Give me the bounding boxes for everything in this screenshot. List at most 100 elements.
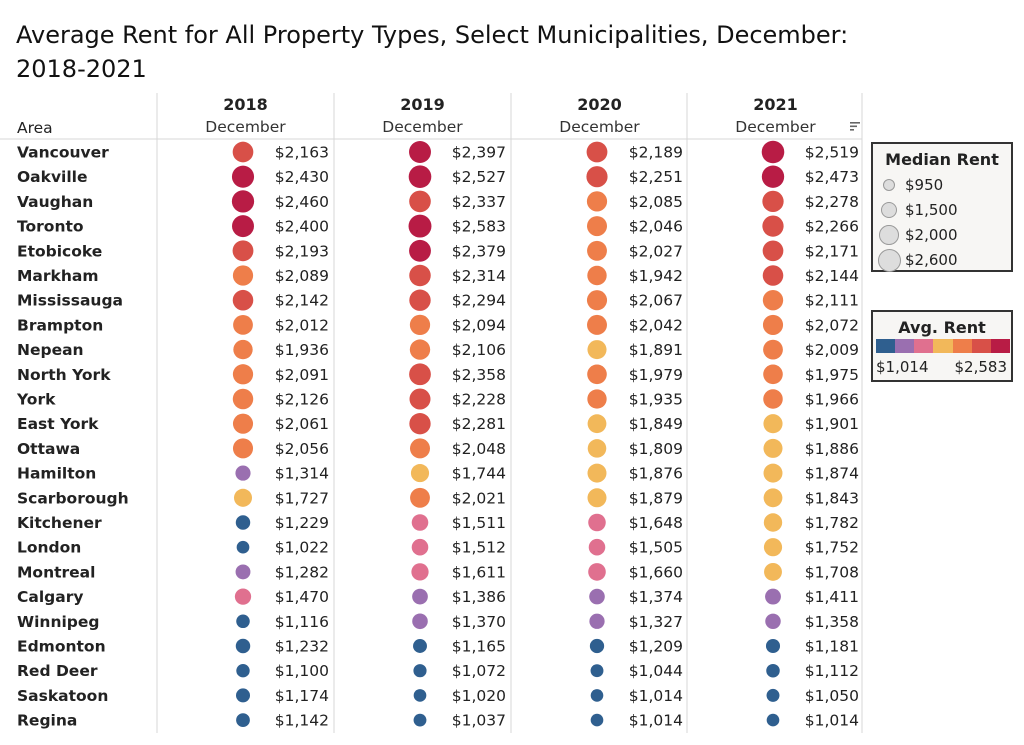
- rent-dot: [766, 713, 780, 727]
- rent-dot: [590, 713, 604, 727]
- rent-value-label: $1,936: [275, 341, 329, 359]
- rent-value-label: $1,050: [805, 687, 859, 705]
- rent-value-label: $1,886: [805, 440, 859, 458]
- area-label: York: [16, 391, 56, 409]
- area-label: Scarborough: [17, 489, 129, 507]
- rent-value-label: $2,106: [452, 341, 506, 359]
- month-header-2019: December: [382, 118, 463, 136]
- rent-value-label: $2,067: [629, 292, 683, 310]
- rent-value-label: $1,648: [629, 514, 683, 532]
- rent-value-label: $2,527: [452, 168, 506, 186]
- rent-value-label: $2,027: [629, 242, 683, 260]
- rent-value-label: $2,012: [275, 316, 329, 334]
- row-header-label: Area: [17, 119, 53, 137]
- rent-dot: [232, 265, 254, 286]
- area-label: Nepean: [17, 341, 84, 359]
- color-ramp-swatch: [933, 339, 953, 353]
- rent-dot: [409, 190, 431, 213]
- sort-icon: [850, 122, 860, 124]
- rent-value-label: $2,473: [805, 168, 859, 186]
- area-label: Calgary: [17, 588, 83, 606]
- rent-value-label: $1,942: [629, 267, 683, 285]
- rent-value-label: $2,085: [629, 193, 683, 211]
- rent-dot: [234, 588, 252, 605]
- rent-dot: [587, 240, 607, 261]
- rent-dot: [589, 638, 605, 654]
- rent-dot: [233, 339, 253, 360]
- rent-value-label: $2,042: [629, 316, 683, 334]
- rent-dot: [410, 438, 430, 459]
- rent-value-label: $2,009: [805, 341, 859, 359]
- rent-value-label: $1,975: [805, 366, 859, 384]
- year-header-2018: 2018: [223, 95, 268, 114]
- area-label: Hamilton: [17, 465, 96, 483]
- size-legend-dot: [883, 179, 895, 191]
- rent-value-label: $1,727: [275, 489, 329, 507]
- rent-dot: [589, 588, 605, 605]
- color-ramp: [876, 339, 1010, 353]
- size-legend-dot: [879, 225, 899, 245]
- year-header-2021: 2021: [753, 95, 798, 114]
- rent-value-label: $2,048: [452, 440, 506, 458]
- size-legend-dot: [877, 248, 901, 272]
- rent-dot: [761, 140, 785, 164]
- rent-value-label: $2,111: [805, 292, 859, 310]
- rent-value-label: $2,144: [805, 267, 859, 285]
- rent-dot: [409, 388, 431, 410]
- rent-dot: [232, 413, 254, 434]
- rent-dot: [762, 314, 784, 335]
- rent-dot: [231, 190, 255, 213]
- rent-dot: [590, 664, 604, 678]
- rent-dot: [231, 165, 255, 188]
- rent-value-label: $1,022: [275, 539, 329, 557]
- rent-dot: [588, 563, 606, 581]
- rent-value-label: $1,014: [629, 712, 683, 730]
- year-header-2020: 2020: [577, 95, 622, 114]
- rent-value-label: $1,181: [805, 638, 859, 656]
- rent-value-label: $2,583: [452, 218, 506, 236]
- rent-value-label: $1,229: [275, 514, 329, 532]
- area-label: Saskatoon: [17, 687, 108, 705]
- rent-value-label: $1,358: [805, 613, 859, 631]
- rent-value-label: $1,809: [629, 440, 683, 458]
- rent-value-label: $2,519: [805, 144, 859, 162]
- area-label: Montreal: [17, 563, 95, 581]
- rent-dot: [763, 463, 783, 483]
- rent-dot: [413, 639, 427, 653]
- rent-dot: [763, 389, 783, 409]
- rent-value-label: $1,470: [275, 588, 329, 606]
- area-label: Ottawa: [17, 440, 80, 458]
- rent-dot: [586, 166, 608, 188]
- area-label: London: [17, 539, 81, 557]
- color-legend-title: Avg. Rent: [898, 318, 986, 337]
- rent-value-label: $1,512: [452, 539, 506, 557]
- color-ramp-swatch: [990, 339, 1010, 353]
- rent-value-label: $2,126: [275, 391, 329, 409]
- size-legend-label: $950: [905, 176, 944, 194]
- rent-value-label: $1,505: [629, 539, 683, 557]
- rent-dot: [409, 141, 431, 163]
- rent-value-label: $1,891: [629, 341, 683, 359]
- rent-value-label: $1,116: [275, 613, 329, 631]
- rent-value-label: $1,020: [452, 687, 506, 705]
- rent-dot: [765, 638, 781, 654]
- rent-value-label: $1,044: [629, 662, 683, 680]
- rent-dot: [232, 388, 254, 410]
- rent-dot: [763, 488, 783, 508]
- rent-value-label: $1,611: [452, 563, 506, 581]
- rent-dot: [765, 588, 781, 605]
- rent-value-label: $2,337: [452, 193, 506, 211]
- rent-value-label: $1,142: [275, 712, 329, 730]
- rent-dot: [413, 664, 427, 678]
- rent-value-label: $2,091: [275, 366, 329, 384]
- rent-value-label: $2,266: [805, 218, 859, 236]
- rent-dot: [232, 215, 254, 238]
- rent-dot: [586, 290, 608, 311]
- sort-icon: [850, 129, 854, 131]
- area-label: Toronto: [17, 218, 84, 236]
- rent-dot: [409, 239, 431, 262]
- color-legend: Avg. Rent $1,014 $2,583: [871, 310, 1013, 382]
- sort-icon: [850, 125, 857, 128]
- rent-dot: [590, 689, 604, 702]
- rent-dot: [409, 413, 431, 435]
